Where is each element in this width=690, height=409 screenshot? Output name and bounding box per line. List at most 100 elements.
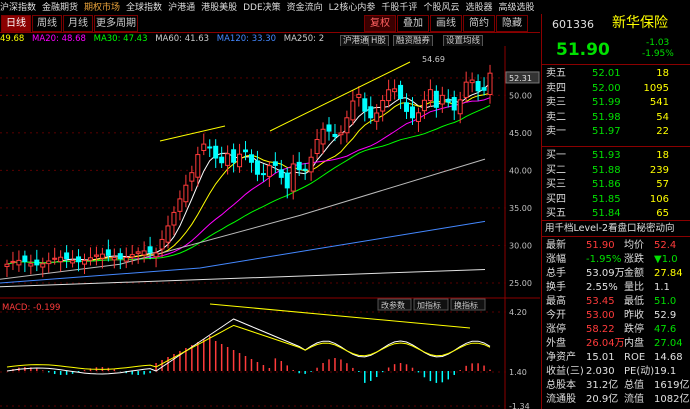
stat-value: -1.95% — [586, 254, 622, 265]
level2-banner[interactable]: 用千档Level-2看盘口秘密动向 — [545, 223, 675, 234]
top-menu-item[interactable]: 千股千评 — [381, 3, 418, 13]
stat-label: PE(动) — [624, 366, 655, 377]
candle-body — [64, 252, 70, 259]
top-menu-item[interactable]: DDE决策 — [243, 3, 281, 13]
candle-body — [487, 72, 493, 96]
candle-body — [386, 89, 392, 102]
restore-button[interactable]: 复权 — [364, 15, 396, 32]
quote-panel: 601336 新华保险 51.90 -1.03 -1.95% 卖五 52.01 18… — [541, 14, 690, 409]
order-book-label: 买三 — [546, 179, 566, 190]
price-axis-label: 35.00 — [509, 204, 532, 213]
edit-params-button[interactable]: 改参数 — [381, 300, 405, 310]
candle-body — [46, 260, 52, 265]
candle-body — [22, 255, 28, 263]
order-book-label: 买二 — [546, 164, 566, 176]
draw-button[interactable]: 画线 — [430, 15, 462, 32]
candle-body — [237, 153, 243, 168]
order-book-volume: 239 — [649, 164, 669, 176]
order-book-label: 卖一 — [546, 126, 566, 137]
top-menu-item[interactable]: 金融期货 — [42, 3, 79, 13]
stat-value: 53.09万 — [586, 268, 625, 279]
top-menu-item[interactable]: 港股美股 — [201, 3, 238, 13]
candle-body — [225, 153, 231, 166]
top-menu-item[interactable]: L2核心内参 — [328, 3, 376, 13]
stat-row: 总股本 31.2亿 总值 1619亿 — [542, 379, 690, 392]
stat-row: 今开 53.00 昨收 52.9 — [542, 309, 690, 322]
simple-button[interactable]: 简约 — [463, 15, 495, 32]
stat-label: 跌停 — [624, 324, 644, 335]
candle-body — [99, 253, 105, 259]
candle-body — [332, 133, 338, 137]
candle-body — [82, 260, 88, 265]
candle-body — [34, 259, 40, 266]
top-menu-item[interactable]: 全球指数 — [126, 3, 163, 13]
add-indicator-button[interactable]: 加指标 — [417, 300, 441, 310]
stat-label: 内盘 — [624, 338, 644, 349]
order-book-volume: 1095 — [643, 82, 669, 94]
top-menu-item[interactable]: 期权市场 — [84, 3, 121, 13]
candle-body — [415, 112, 421, 122]
candle-body — [129, 254, 135, 258]
price-axis-label: 25.00 — [509, 279, 532, 288]
tab-daily[interactable]: 日线 — [1, 15, 31, 32]
stat-value: 53.00 — [586, 310, 615, 321]
stat-label: ROE — [624, 352, 646, 363]
top-menu-item[interactable]: 沪深指数 — [0, 3, 37, 13]
candle-body — [362, 98, 368, 112]
ma120-line — [0, 158, 486, 280]
top-menu-item[interactable]: 高级选股 — [498, 3, 535, 13]
stat-value: 14.68 — [654, 352, 683, 363]
candle-body — [278, 169, 284, 178]
price-axis-label: 50.00 — [509, 91, 532, 100]
candle-body — [16, 259, 22, 266]
tab-weekly[interactable]: 周线 — [32, 15, 62, 32]
candle-body — [87, 257, 93, 261]
candle-body — [248, 154, 254, 163]
candle-body — [147, 246, 153, 253]
max-price-label: 54.69 — [422, 55, 445, 64]
overlay-button[interactable]: 叠加 — [397, 15, 429, 32]
stock-name: 新华保险 — [612, 15, 668, 31]
tab-monthly[interactable]: 月线 — [63, 15, 93, 32]
order-book-row: 买一 51.93 18 — [542, 149, 690, 162]
order-book-price: 51.84 — [592, 208, 621, 219]
candle-body — [135, 251, 141, 254]
top-menu-item[interactable]: 选股器 — [465, 3, 493, 13]
candle-body — [481, 87, 487, 91]
top-menu-item[interactable]: 个股风云 — [423, 3, 460, 13]
candle-body — [368, 106, 374, 119]
hide-button[interactable]: 隐藏 — [496, 15, 528, 32]
stat-value: 2.55% — [586, 282, 618, 293]
kline-chart[interactable]: 4.20 1.40 -1.34 52.31 50.00 45.00 40.00 35.00 3… — [0, 46, 540, 409]
candle-body — [260, 173, 266, 176]
stat-value: 51.90 — [586, 240, 615, 251]
stat-label: 金额 — [624, 268, 644, 279]
order-book-row: 买二 51.88 239 — [542, 164, 690, 177]
switch-indicator-button[interactable]: 换指标 — [454, 300, 478, 310]
stock-header: 601336 新华保险 — [542, 15, 690, 34]
stat-value: 53.45 — [586, 296, 615, 307]
stat-label: 昨收 — [624, 310, 644, 321]
candle-body — [195, 154, 201, 178]
macd-dif-line — [6, 318, 491, 375]
candle-body — [123, 256, 129, 262]
candle-body — [356, 93, 362, 98]
candle-body — [427, 89, 433, 102]
candle-body — [10, 260, 16, 263]
candle-body — [189, 172, 195, 182]
candle-body — [117, 253, 123, 260]
stat-value: 27.84 — [654, 268, 683, 279]
order-book-volume: 106 — [649, 193, 669, 205]
price-axis-label: 45.00 — [509, 129, 532, 138]
period-tabs: 日线 周线 月线 更多周期 复权 叠加 画线 简约 隐藏 — [0, 14, 540, 33]
stat-row: 最新 51.90 均价 52.4 — [542, 239, 690, 252]
stat-value: 47.6 — [654, 324, 677, 335]
candle-body — [243, 149, 249, 153]
stat-label: 最高 — [546, 296, 566, 307]
top-menu-item[interactable]: 沪港通 — [168, 3, 196, 13]
order-book-label: 卖四 — [546, 82, 566, 94]
tab-more-periods[interactable]: 更多周期 — [94, 15, 138, 32]
top-menu-item[interactable]: 资金流向 — [286, 3, 323, 13]
order-book-row: 卖三 51.99 541 — [542, 96, 690, 109]
candle-body — [28, 263, 34, 267]
